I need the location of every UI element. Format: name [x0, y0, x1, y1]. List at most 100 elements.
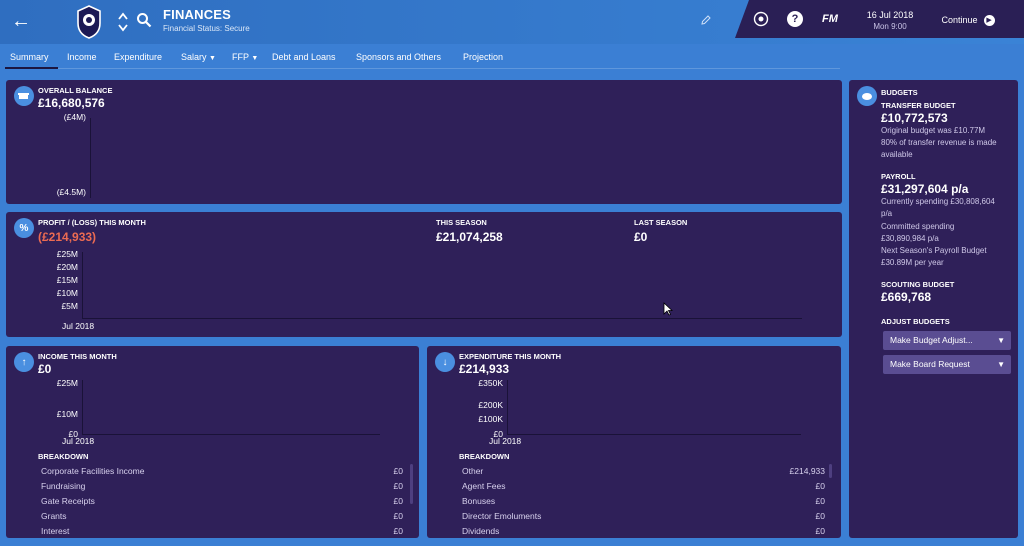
expenditure-axis-tick: £0	[493, 429, 503, 439]
transfer-budget-label: TRANSFER BUDGET	[881, 101, 956, 110]
play-icon: ▶	[983, 14, 995, 26]
make-budget-adjustment-label: Make Budget Adjust...	[890, 335, 973, 345]
this-season-label: THIS SEASON	[436, 218, 487, 227]
list-item-value: £214,933	[789, 466, 825, 476]
last-season-value: £0	[634, 230, 648, 244]
expenditure-chart-x-axis	[507, 434, 801, 435]
expenditure-breakdown-label: BREAKDOWN	[459, 452, 510, 461]
balance-axis-tick: (£4.5M)	[56, 187, 86, 197]
income-axis-tick: £0	[68, 429, 78, 439]
transfer-budget-note: available	[881, 150, 913, 159]
income-label: INCOME THIS MONTH	[38, 352, 117, 361]
income-breakdown-scrollbar[interactable]	[410, 464, 413, 504]
continue-button[interactable]: Continue ▶	[931, 10, 1005, 30]
list-item-value: £0	[393, 496, 403, 506]
list-item-value: £0	[815, 496, 825, 506]
list-item-value: £0	[393, 526, 403, 536]
last-season-label: LAST SEASON	[634, 218, 688, 227]
search-icon[interactable]	[136, 12, 152, 28]
fm-logo[interactable]: FM	[822, 13, 838, 25]
arrow-down-icon: ↓	[435, 352, 455, 372]
payroll-note: Committed spending	[881, 222, 955, 231]
bank-card-icon	[14, 86, 34, 106]
payroll-note: £30,890,984 p/a	[881, 234, 939, 243]
chevron-down-icon: ▼	[251, 55, 259, 62]
budgets-panel: BUDGETS TRANSFER BUDGET £10,772,573 Orig…	[849, 80, 1018, 538]
scouting-budget-label: SCOUTING BUDGET	[881, 280, 955, 289]
payroll-note: £30.89M per year	[881, 258, 944, 267]
club-crest-icon[interactable]	[76, 5, 102, 39]
income-chart-x-axis	[82, 434, 380, 435]
expenditure-breakdown-scrollbar[interactable]	[829, 464, 832, 478]
list-item: Interest	[41, 526, 70, 536]
continue-label: Continue	[941, 15, 978, 25]
chevron-down-icon: ▼	[997, 360, 1005, 369]
back-arrow-icon[interactable]: ←	[11, 10, 31, 32]
make-board-request-button[interactable]: Make Board Request ▼	[883, 355, 1011, 374]
game-date: 16 Jul 2018	[866, 10, 914, 20]
budgets-label: BUDGETS	[881, 88, 918, 97]
income-chart-y-axis	[82, 380, 83, 434]
tab-sponsors-and-others[interactable]: Sponsors and Others	[356, 52, 442, 62]
profit-axis-tick: £5M	[61, 301, 78, 311]
profit-value: (£214,933)	[38, 230, 97, 244]
payroll-label: PAYROLL	[881, 172, 916, 181]
chevron-up-down-icon[interactable]	[117, 10, 129, 34]
active-tab-indicator	[5, 67, 58, 69]
make-budget-adjustment-button[interactable]: Make Budget Adjust... ▼	[883, 331, 1011, 350]
profit-loss-panel: % PROFIT / (LOSS) THIS MONTH (£214,933) …	[6, 212, 842, 337]
tab-ffp-label: FFP	[232, 52, 249, 62]
this-season-value: £21,074,258	[436, 230, 503, 244]
list-item-value: £0	[393, 466, 403, 476]
percent-icon: %	[14, 218, 34, 238]
piggy-bank-icon	[857, 86, 877, 106]
adjust-budgets-label: ADJUST BUDGETS	[881, 317, 950, 326]
tab-salary[interactable]: Salary ▼	[181, 52, 216, 62]
help-icon[interactable]: ?	[787, 11, 803, 27]
expenditure-value: £214,933	[459, 362, 510, 376]
list-item: Corporate Facilities Income	[41, 466, 145, 476]
list-item-value: £0	[393, 481, 403, 491]
tab-ffp[interactable]: FFP ▼	[232, 52, 258, 62]
list-item-value: £0	[815, 481, 825, 491]
arrow-up-icon: ↑	[14, 352, 34, 372]
income-axis-tick: £10M	[56, 409, 78, 419]
payroll-note: p/a	[881, 209, 893, 218]
chevron-down-icon: ▼	[209, 55, 216, 62]
profit-chart-x-axis	[82, 318, 802, 319]
tab-expenditure[interactable]: Expenditure	[114, 52, 163, 62]
overall-balance-label: OVERALL BALANCE	[38, 86, 113, 95]
profit-label: PROFIT / (LOSS) THIS MONTH	[38, 218, 146, 227]
balance-axis-tick: (£4M)	[63, 112, 86, 122]
list-item: Director Emoluments	[462, 511, 542, 521]
expenditure-chart-y-axis	[507, 380, 508, 434]
income-breakdown-label: BREAKDOWN	[38, 452, 89, 461]
tab-salary-label: Salary	[181, 52, 207, 62]
transfer-budget-value: £10,772,573	[881, 111, 948, 125]
tab-divider	[5, 68, 840, 69]
balance-chart-axis	[90, 118, 91, 198]
tab-debt-and-loans[interactable]: Debt and Loans	[272, 52, 336, 62]
list-item: Agent Fees	[462, 481, 506, 491]
pencil-icon[interactable]	[700, 14, 712, 26]
expenditure-panel: ↓ EXPENDITURE THIS MONTH £214,933 £350K …	[427, 346, 841, 538]
overall-balance-value: £16,680,576	[38, 96, 105, 110]
expenditure-x-tick: Jul 2018	[489, 436, 522, 446]
list-item-value: £0	[815, 526, 825, 536]
chevron-down-icon: ▼	[997, 336, 1005, 345]
game-status-bar: ? FM 16 Jul 2018 Mon 9:00 Continue ▶	[735, 0, 1024, 38]
list-item: Gate Receipts	[41, 496, 95, 506]
scouting-budget-value: £669,768	[881, 290, 932, 304]
tab-income[interactable]: Income	[67, 52, 97, 62]
list-item: Dividends	[462, 526, 500, 536]
club-badge-icon[interactable]	[753, 11, 769, 27]
game-time: Mon 9:00	[873, 22, 907, 31]
header-bar: ← FINANCES Financial Status: Secure ? FM…	[0, 0, 1024, 44]
page-title: FINANCES	[163, 7, 232, 22]
make-board-request-label: Make Board Request	[890, 359, 970, 369]
profit-axis-tick: £20M	[56, 262, 78, 272]
expenditure-axis-tick: £200K	[478, 400, 503, 410]
tab-projection[interactable]: Projection	[463, 52, 504, 62]
list-item: Fundraising	[41, 481, 86, 491]
tab-summary[interactable]: Summary	[10, 52, 49, 62]
